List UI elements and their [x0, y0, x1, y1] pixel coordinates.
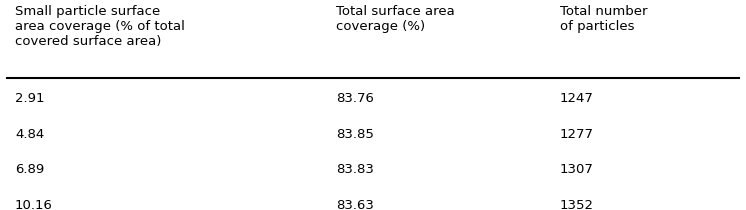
- Text: 2.91: 2.91: [15, 92, 45, 105]
- Text: Total number
of particles: Total number of particles: [560, 5, 647, 33]
- Text: 83.76: 83.76: [336, 92, 374, 105]
- Text: 1277: 1277: [560, 128, 594, 141]
- Text: 1307: 1307: [560, 163, 593, 176]
- Text: 1247: 1247: [560, 92, 593, 105]
- Text: Small particle surface
area coverage (% of total
covered surface area): Small particle surface area coverage (% …: [15, 5, 185, 48]
- Text: 6.89: 6.89: [15, 163, 44, 176]
- Text: 1352: 1352: [560, 199, 594, 210]
- Text: 83.83: 83.83: [336, 163, 374, 176]
- Text: 4.84: 4.84: [15, 128, 44, 141]
- Text: 83.63: 83.63: [336, 199, 374, 210]
- Text: 10.16: 10.16: [15, 199, 53, 210]
- Text: Total surface area
coverage (%): Total surface area coverage (%): [336, 5, 454, 33]
- Text: 83.85: 83.85: [336, 128, 374, 141]
